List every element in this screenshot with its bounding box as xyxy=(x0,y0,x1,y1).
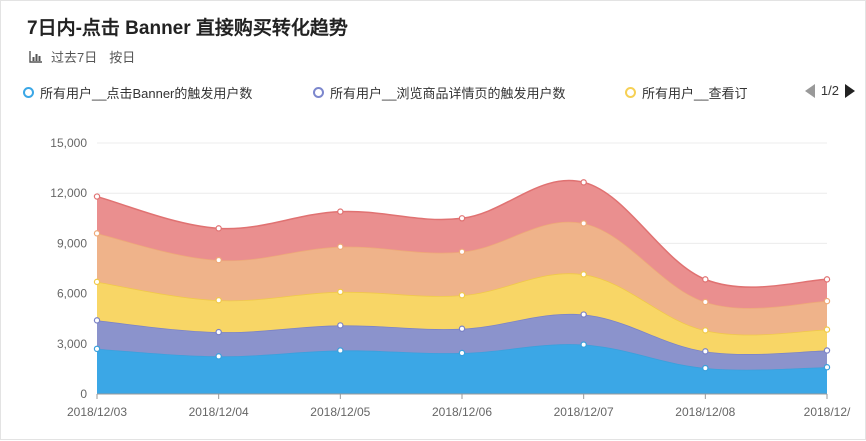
legend-item-3[interactable]: 所有用户__查看订 xyxy=(625,83,747,102)
data-point[interactable] xyxy=(580,341,587,348)
x-tick-label: 2018/12/04 xyxy=(189,405,249,419)
data-point[interactable] xyxy=(215,297,222,304)
data-point[interactable] xyxy=(823,297,831,305)
data-point[interactable] xyxy=(458,248,466,255)
data-point[interactable] xyxy=(458,215,466,222)
y-tick-label: 9,000 xyxy=(57,236,87,250)
legend-label: 所有用户__查看订 xyxy=(642,86,748,101)
data-point[interactable] xyxy=(580,179,587,186)
next-page-icon[interactable] xyxy=(845,83,855,98)
data-point[interactable] xyxy=(458,292,466,299)
chart-title: 7日内-点击 Banner 直接购买转化趋势 xyxy=(27,18,348,39)
legend-item-1[interactable]: 所有用户__点击Banner的触发用户数 xyxy=(23,83,252,102)
data-point[interactable] xyxy=(337,347,344,354)
data-point[interactable] xyxy=(702,364,709,372)
legend-label: 所有用户__点击Banner的触发用户数 xyxy=(40,86,253,101)
data-points xyxy=(93,179,831,372)
time-range-label[interactable]: 过去7日 xyxy=(51,50,98,65)
data-point[interactable] xyxy=(93,230,101,237)
data-point[interactable] xyxy=(215,225,222,232)
chart-legend: 所有用户__点击Banner的触发用户数 所有用户__浏览商品详情页的触发用户数… xyxy=(23,83,863,105)
legend-items: 所有用户__点击Banner的触发用户数 所有用户__浏览商品详情页的触发用户数… xyxy=(23,83,773,105)
y-tick-label: 3,000 xyxy=(57,337,87,351)
legend-label: 所有用户__浏览商品详情页的触发用户数 xyxy=(330,86,566,101)
data-point[interactable] xyxy=(580,311,587,318)
bar-chart-icon[interactable] xyxy=(29,50,43,63)
data-point[interactable] xyxy=(702,276,709,283)
data-point[interactable] xyxy=(93,193,101,200)
x-tick-label: 2018/12/06 xyxy=(432,405,492,419)
legend-pager: 1/2 xyxy=(804,83,855,98)
data-point[interactable] xyxy=(823,364,831,371)
x-tick-label: 2018/12/08 xyxy=(675,405,735,419)
area-series-3[interactable] xyxy=(97,273,827,355)
previous-page-icon[interactable] xyxy=(804,83,815,98)
legend-marker-icon xyxy=(625,87,636,98)
data-point[interactable] xyxy=(215,328,222,336)
area-series-2[interactable] xyxy=(97,313,827,370)
data-point[interactable] xyxy=(215,353,222,360)
data-point[interactable] xyxy=(93,345,101,353)
area-series-5[interactable] xyxy=(97,180,827,309)
granularity-label[interactable]: 按日 xyxy=(109,50,136,65)
data-point[interactable] xyxy=(337,243,344,250)
data-point[interactable] xyxy=(702,327,709,334)
data-point[interactable] xyxy=(337,288,344,296)
chart-subtitle: 过去7日 按日 xyxy=(29,47,135,66)
legend-page-indicator: 1/2 xyxy=(820,83,839,98)
data-point[interactable] xyxy=(580,271,587,278)
data-point[interactable] xyxy=(580,220,587,227)
data-point[interactable] xyxy=(93,278,101,286)
data-point[interactable] xyxy=(823,276,831,283)
data-point[interactable] xyxy=(458,349,466,357)
data-point[interactable] xyxy=(337,208,344,215)
area-series-4[interactable] xyxy=(97,221,827,335)
data-point[interactable] xyxy=(215,256,222,264)
y-tick-label: 12,000 xyxy=(50,186,87,200)
x-tick-label: 2018/12/05 xyxy=(310,405,370,419)
data-point[interactable] xyxy=(458,325,466,332)
axes: 0 3,000 6,000 9,000 12,000 15,000 2018/12/03 20… xyxy=(50,136,851,419)
x-tick-label: 2018/12/ xyxy=(804,405,851,419)
x-tick-label: 2018/12/07 xyxy=(554,405,614,419)
y-tick-label: 6,000 xyxy=(57,287,87,301)
legend-marker-icon xyxy=(23,87,34,98)
area-series xyxy=(96,179,828,394)
data-point[interactable] xyxy=(93,317,101,324)
legend-marker-icon xyxy=(313,87,324,98)
data-point[interactable] xyxy=(337,322,344,329)
legend-item-2[interactable]: 所有用户__浏览商品详情页的触发用户数 xyxy=(313,83,565,102)
y-tick-label: 15,000 xyxy=(50,136,87,150)
data-point[interactable] xyxy=(823,326,831,333)
data-point[interactable] xyxy=(702,348,709,355)
area-series-1[interactable] xyxy=(97,344,827,394)
x-tick-label: 2018/12/03 xyxy=(67,405,127,419)
data-point[interactable] xyxy=(823,347,831,354)
y-tick-label: 0 xyxy=(80,387,87,401)
data-point[interactable] xyxy=(702,298,709,306)
